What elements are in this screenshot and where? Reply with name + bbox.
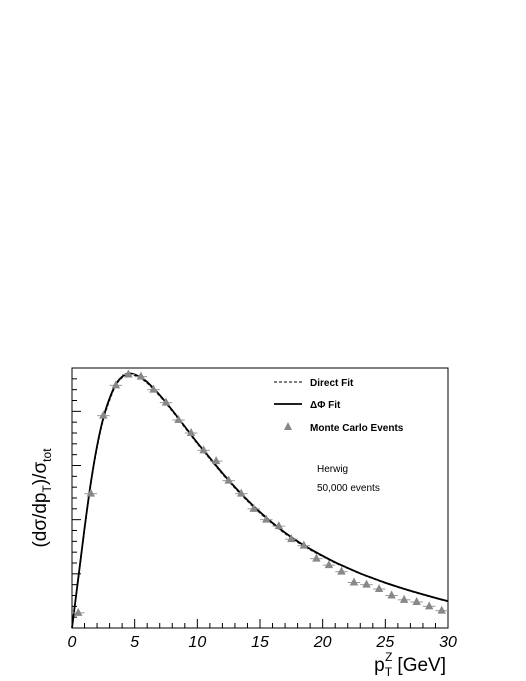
mc-event-marker (399, 594, 409, 603)
legend-monte-carlo-label: Monte Carlo Events (310, 423, 404, 434)
mc-event-marker (387, 590, 396, 599)
legend-delta-phi-fit-label: ΔΦ Fit (310, 400, 341, 411)
mc-event-marker (74, 607, 83, 616)
mc-event-marker (412, 597, 421, 605)
mc-event-marker (262, 514, 271, 523)
x-tick-label: 25 (375, 634, 394, 651)
mc-event-marker (237, 488, 246, 497)
mc-event-marker (224, 475, 233, 484)
y-axis-title-sub2: tot (40, 448, 54, 462)
mc-event-marker (199, 445, 208, 454)
mc-event-marker (425, 601, 434, 610)
x-tick-label: 15 (251, 634, 269, 651)
y-axis-title: (dσ/dpT)/σtot (30, 448, 54, 548)
mc-event-marker (324, 560, 334, 569)
y-axis-title-open: (dσ/dp (30, 492, 51, 547)
mc-event-marker (111, 380, 121, 389)
x-axis-title-sub: T (385, 665, 393, 679)
mc-event-marker (149, 384, 158, 393)
mc-event-marker (124, 369, 133, 378)
y-axis-title-sub1: T (40, 484, 54, 492)
mc-event-marker (287, 534, 296, 543)
x-tick-label: 20 (313, 634, 332, 651)
mc-event-marker (136, 371, 146, 380)
mc-event-marker (211, 456, 221, 465)
x-axis-title-sup: Z (385, 650, 392, 664)
mc-event-marker (299, 540, 309, 549)
mc-event-marker (274, 521, 283, 530)
x-tick-label: 30 (439, 634, 457, 651)
mc-event-marker (249, 503, 258, 512)
curves (71, 372, 449, 629)
x-tick-label: 0 (68, 634, 77, 651)
legend-direct-fit-label: Direct Fit (310, 378, 354, 389)
mc-event-marker (86, 488, 95, 497)
mc-event-marker (174, 415, 183, 423)
mc-event-marker (312, 553, 321, 562)
mc-event-marker (186, 428, 196, 436)
legend: Direct Fit ΔΦ Fit Monte Carlo Events (274, 378, 404, 434)
mc-event-marker (362, 579, 371, 588)
mc-event-marker (437, 605, 446, 614)
x-axis-title: pTZ [GeV] (374, 650, 446, 679)
legend-monte-carlo-marker (284, 422, 292, 430)
annotation-generator: Herwig (317, 464, 348, 475)
x-tick-labels: 0 5 10 15 20 25 30 (68, 634, 457, 651)
mc-event-marker (337, 566, 346, 575)
delta-phi-fit-curve (71, 372, 449, 629)
mc-event-marker (349, 577, 359, 586)
x-axis-title-unit: [GeV] (397, 655, 446, 676)
y-axis-title-mid: )/σ (30, 462, 51, 486)
mc-event-marker (99, 410, 108, 419)
x-tick-label: 5 (130, 634, 139, 651)
annotation-event-count: 50,000 events (317, 483, 380, 494)
x-tick-label: 10 (188, 634, 206, 651)
mc-event-marker (161, 397, 171, 406)
data-markers (72, 369, 448, 616)
mc-event-marker (374, 584, 384, 592)
x-axis-title-main: p (374, 655, 385, 676)
